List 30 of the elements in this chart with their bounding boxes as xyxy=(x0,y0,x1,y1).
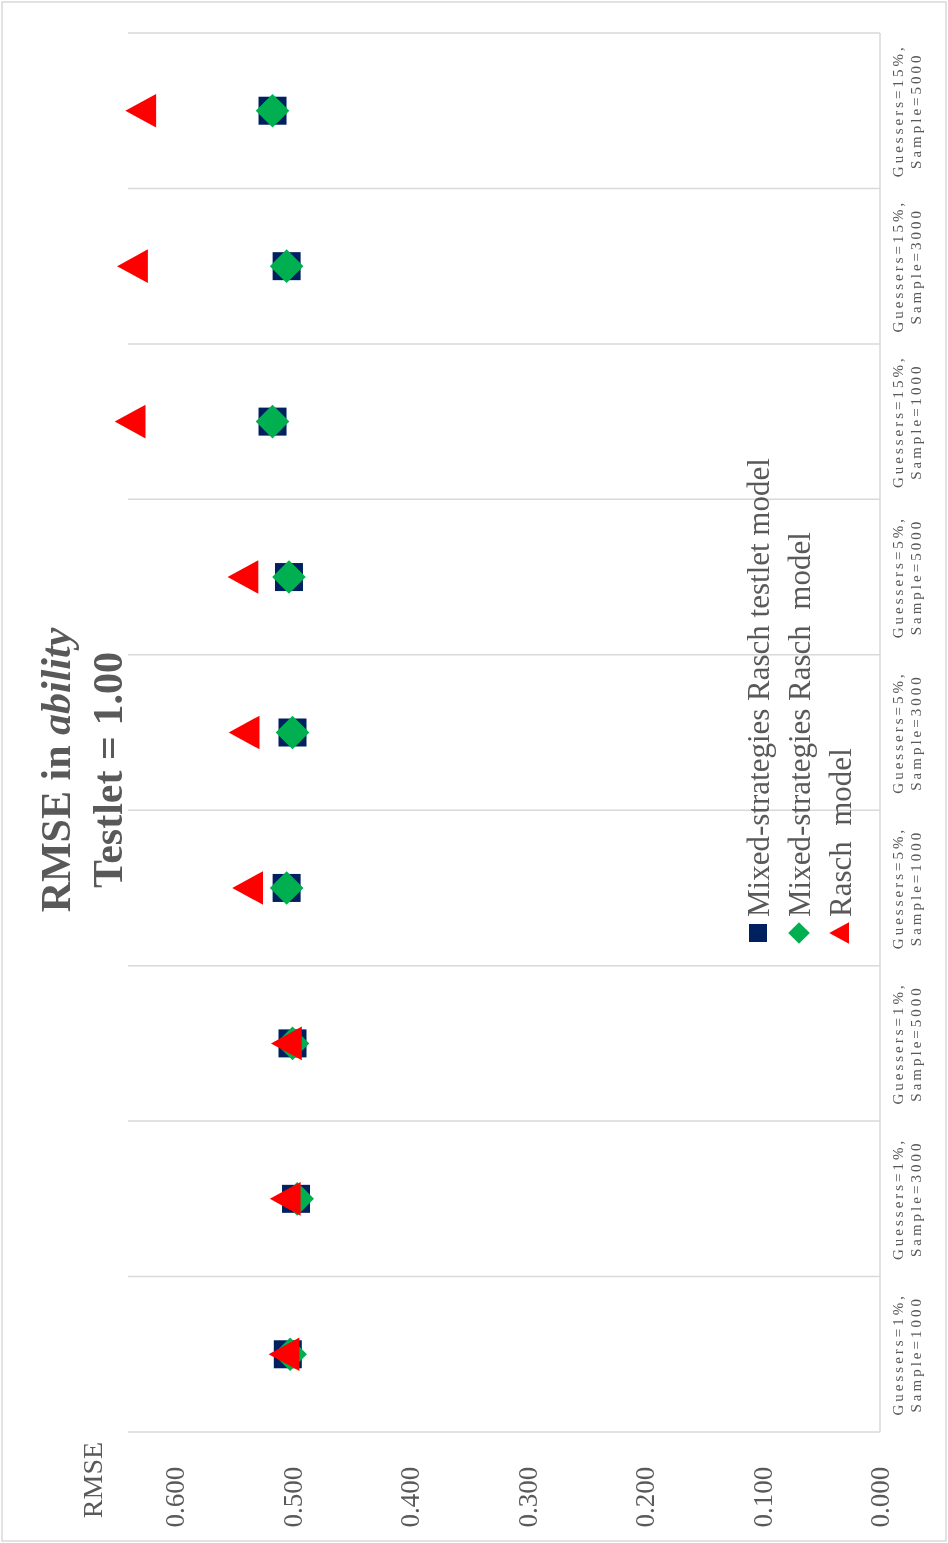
x-tick-label: 0.300 xyxy=(512,1466,543,1528)
y-tick-label: Guessers=1%, Sample=5000 xyxy=(890,982,924,1105)
point xyxy=(125,93,157,128)
x-tick-label: 0.000 xyxy=(865,1466,895,1528)
text: RMSE in ability xyxy=(33,627,79,913)
text: Mixed-strategies Rasch model xyxy=(781,532,817,917)
point xyxy=(117,249,148,283)
point xyxy=(227,560,259,594)
text: Rasch model xyxy=(822,748,858,917)
x-tick-label: 0.200 xyxy=(630,1466,660,1528)
x-tick-label: 0.400 xyxy=(395,1466,425,1528)
point xyxy=(269,1182,301,1216)
point xyxy=(114,404,146,439)
x-tick-label: 0.600 xyxy=(160,1466,190,1528)
y-tick-label: Guessers=5%, Sample=5000 xyxy=(890,515,924,639)
text: RMSE xyxy=(77,1441,108,1519)
y-tick-label: Guessers=15%, Sample=5000 xyxy=(890,44,924,178)
y-tick-label: Guessers=15%, Sample=3000 xyxy=(890,199,924,333)
text: Testlet = 1.00 xyxy=(85,652,131,888)
y-tick-label: Guessers=5%, Sample=1000 xyxy=(890,826,924,950)
point xyxy=(228,715,260,750)
x-tick-label: 0.100 xyxy=(747,1466,778,1528)
point xyxy=(232,871,264,905)
y-tick-label: Guessers=15%, Sample=1000 xyxy=(890,355,924,489)
point xyxy=(271,1026,302,1061)
y-tick-label: Guessers=1%, Sample=1000 xyxy=(890,1293,924,1416)
text: Mixed-strategies Rasch testlet model xyxy=(740,458,776,917)
x-tick-label: 0.500 xyxy=(277,1466,308,1528)
y-tick-label: Guessers=1%, Sample=3000 xyxy=(890,1137,924,1261)
y-tick-label: Guessers=5%, Sample=3000 xyxy=(890,671,924,794)
